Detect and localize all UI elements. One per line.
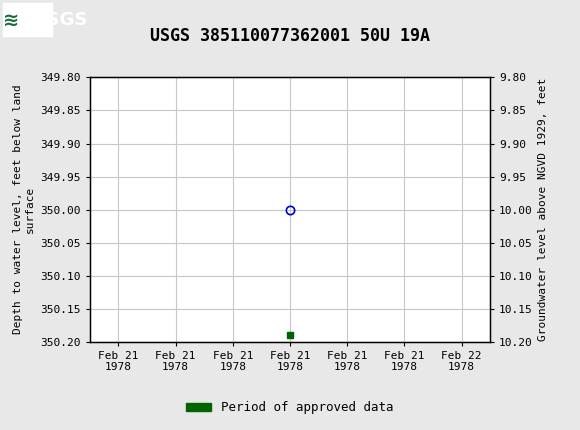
Y-axis label: Depth to water level, feet below land
surface: Depth to water level, feet below land su… — [13, 85, 35, 335]
Y-axis label: Groundwater level above NGVD 1929, feet: Groundwater level above NGVD 1929, feet — [538, 78, 549, 341]
Bar — [3, 3, 52, 37]
Legend: Period of approved data: Period of approved data — [181, 396, 399, 419]
Text: ≋: ≋ — [3, 10, 19, 29]
Text: USGS: USGS — [32, 11, 87, 29]
Text: USGS 385110077362001 50U 19A: USGS 385110077362001 50U 19A — [150, 27, 430, 45]
